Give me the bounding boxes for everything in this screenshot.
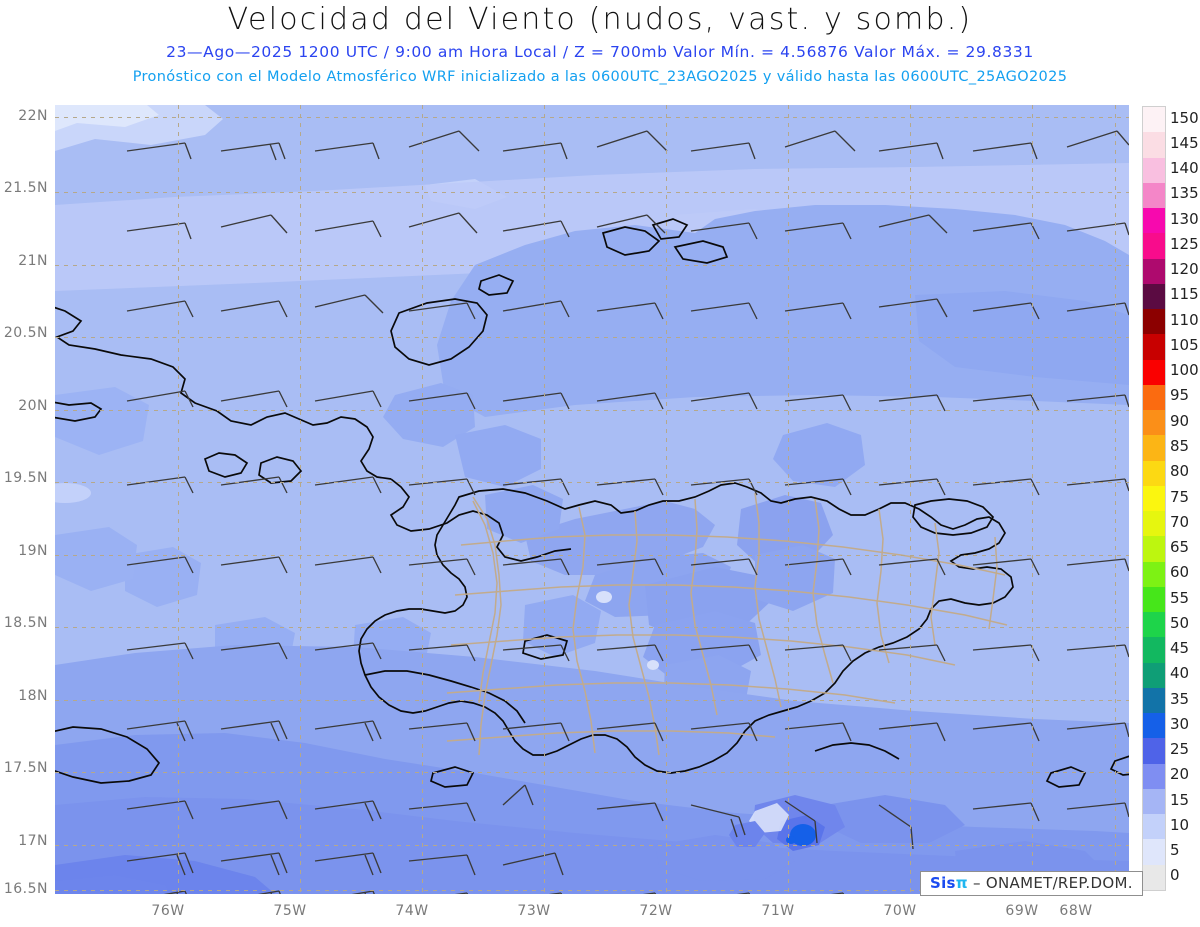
logo-pi-icon: π (955, 874, 968, 892)
colorbar-tick-label: 125 (1170, 234, 1199, 253)
colorbar-segment (1143, 258, 1165, 284)
x-axis-label-1: 75W (273, 903, 307, 919)
colorbar-tick-label: 40 (1170, 664, 1190, 683)
colorbar-segment (1143, 662, 1165, 688)
colorbar-tick-label: 55 (1170, 588, 1190, 607)
colorbar-segment (1143, 586, 1165, 612)
colorbar-tick-label: 15 (1170, 790, 1190, 809)
y-axis-label-4: 20N (18, 398, 48, 414)
coastline-layer (55, 218, 1129, 788)
x-axis-label-3: 73W (517, 903, 551, 919)
colorbar-segment (1143, 511, 1165, 537)
colorbar-segment (1143, 536, 1165, 562)
colorbar-tick-label: 150 (1170, 108, 1199, 127)
colorbar-segment (1143, 637, 1165, 663)
y-axis-label-9: 17.5N (3, 760, 48, 776)
x-axis-label-7: 69W (1005, 903, 1039, 919)
attribution-logo: Sisπ – ONAMET/REP.DOM. (920, 871, 1143, 896)
colorbar-segment (1143, 839, 1165, 865)
y-axis-label-6: 19N (18, 543, 48, 559)
colorbar-segment (1143, 334, 1165, 360)
colorbar-segment (1143, 132, 1165, 158)
colorbar-tick-label: 0 (1170, 866, 1180, 885)
y-axis-label-7: 18.5N (3, 615, 48, 631)
colorbar-segment (1143, 485, 1165, 511)
colorbar-segment (1143, 410, 1165, 436)
colorbar-tick-label: 130 (1170, 209, 1199, 228)
colorbar-tick-label: 5 (1170, 841, 1180, 860)
x-axis-label-2: 74W (395, 903, 429, 919)
colorbar-tick-label: 120 (1170, 260, 1199, 279)
colorbar-segment (1143, 763, 1165, 789)
colorbar-segment (1143, 864, 1165, 890)
colorbar-tick-label: 90 (1170, 411, 1190, 430)
colorbar-segment (1143, 309, 1165, 335)
province-boundary-layer (446, 492, 1008, 756)
colorbar-segment (1143, 359, 1165, 385)
colorbar-segment (1143, 713, 1165, 739)
colorbar-tick-label: 30 (1170, 714, 1190, 733)
colorbar-segment (1143, 687, 1165, 713)
shaded-wind-field (55, 105, 1129, 894)
y-axis-label-5: 19.5N (3, 470, 48, 486)
colorbar-tick-label: 135 (1170, 184, 1199, 203)
logo-agency-text: – ONAMET/REP.DOM. (973, 874, 1133, 892)
colorbar-tick-label: 80 (1170, 462, 1190, 481)
colorbar-tick-label: 75 (1170, 487, 1190, 506)
colorbar-tick-label: 115 (1170, 285, 1199, 304)
y-axis-label-2: 21N (18, 253, 48, 269)
colorbar-segment (1143, 283, 1165, 309)
subtitle-run: 23—Ago—2025 1200 UTC / 9:00 am Hora Loca… (166, 43, 1034, 61)
y-axis-label-3: 20.5N (3, 325, 48, 341)
colorbar-tick-label: 100 (1170, 361, 1199, 380)
colorbar-tick-label: 70 (1170, 512, 1190, 531)
x-axis-label-4: 72W (639, 903, 673, 919)
colorbar-segment (1143, 384, 1165, 410)
colorbar-segment (1143, 182, 1165, 208)
colorbar-tick-label: 110 (1170, 310, 1199, 329)
colorbar-segment (1143, 814, 1165, 840)
wind-barb-layer (126, 130, 1129, 894)
colorbar-segment (1143, 738, 1165, 764)
y-axis-label-11: 16.5N (3, 881, 48, 897)
x-axis-label-0: 76W (151, 903, 185, 919)
colorbar-tick-label: 20 (1170, 765, 1190, 784)
colorbar-tick-label: 35 (1170, 689, 1190, 708)
grid-layer (55, 105, 1129, 894)
chart-header: Velocidad del Viento (nudos, vast. y som… (0, 0, 1200, 96)
colorbar-segment (1143, 208, 1165, 234)
x-axis-label-6: 70W (883, 903, 917, 919)
logo-sis-text: Sis (930, 874, 956, 892)
colorbar-tick-label: 145 (1170, 133, 1199, 152)
colorbar[interactable] (1142, 106, 1166, 891)
colorbar-tick-label: 10 (1170, 815, 1190, 834)
y-axis-label-0: 22N (18, 108, 48, 124)
colorbar-segment (1143, 233, 1165, 259)
colorbar-segment (1143, 460, 1165, 486)
colorbar-tick-label: 140 (1170, 159, 1199, 178)
colorbar-tick-label: 60 (1170, 563, 1190, 582)
subtitle-model: Pronóstico con el Modelo Atmosférico WRF… (132, 69, 1068, 85)
colorbar-segment (1143, 788, 1165, 814)
colorbar-segment (1143, 612, 1165, 638)
colorbar-tick-label: 85 (1170, 436, 1190, 455)
colorbar-segment (1143, 561, 1165, 587)
wind-speed-map[interactable] (55, 105, 1129, 894)
colorbar-tick-label: 95 (1170, 386, 1190, 405)
y-axis-label-1: 21.5N (3, 180, 48, 196)
x-axis-label-8: 68W (1059, 903, 1093, 919)
colorbar-tick-label: 65 (1170, 538, 1190, 557)
colorbar-segment (1143, 157, 1165, 183)
map-canvas (55, 105, 1129, 894)
page-title: Velocidad del Viento (nudos, vast. y som… (227, 2, 973, 37)
y-axis-label-10: 17N (18, 833, 48, 849)
colorbar-tick-label: 45 (1170, 639, 1190, 658)
colorbar-segment (1143, 435, 1165, 461)
colorbar-segment (1143, 107, 1165, 133)
x-axis-label-5: 71W (761, 903, 795, 919)
colorbar-tick-label: 25 (1170, 740, 1190, 759)
y-axis-label-8: 18N (18, 688, 48, 704)
colorbar-tick-label: 50 (1170, 613, 1190, 632)
colorbar-tick-label: 105 (1170, 335, 1199, 354)
